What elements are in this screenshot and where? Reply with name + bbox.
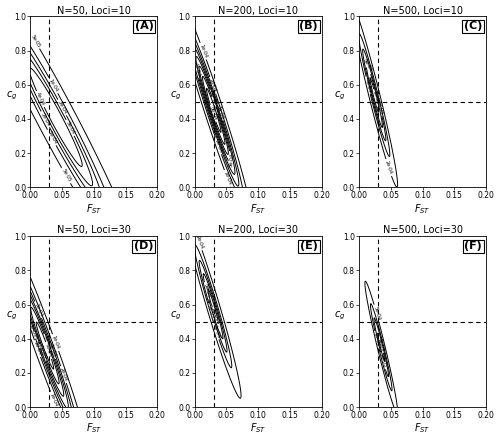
Text: 1e-03: 1e-03: [372, 90, 380, 105]
Text: (C): (C): [464, 22, 482, 31]
X-axis label: $F_{ST}$: $F_{ST}$: [86, 202, 102, 216]
Text: 1e-03: 1e-03: [373, 333, 381, 347]
Text: 1e-03: 1e-03: [210, 306, 219, 321]
Text: 2e-04: 2e-04: [32, 341, 42, 356]
Text: 6e-04: 6e-04: [376, 100, 384, 115]
Title: N=500, Loci=30: N=500, Loci=30: [382, 225, 462, 235]
Text: 6e-04: 6e-04: [208, 90, 218, 105]
Text: 5e-04: 5e-04: [38, 345, 48, 360]
Text: (A): (A): [134, 22, 154, 31]
Text: 1e-04: 1e-04: [46, 130, 58, 145]
Text: 1e-04: 1e-04: [48, 78, 59, 93]
Text: 6e-04: 6e-04: [207, 304, 216, 319]
Text: 2e-04: 2e-04: [59, 367, 68, 382]
Text: 2e-04: 2e-04: [214, 138, 223, 153]
X-axis label: $F_{ST}$: $F_{ST}$: [414, 202, 431, 216]
Text: 7e-04: 7e-04: [210, 98, 220, 113]
Text: 3e-04: 3e-04: [216, 105, 225, 120]
X-axis label: $F_{ST}$: $F_{ST}$: [414, 422, 431, 435]
Text: 2e-04: 2e-04: [56, 100, 68, 115]
Text: 2e-03: 2e-03: [378, 353, 387, 368]
Y-axis label: $c_g$: $c_g$: [334, 309, 345, 321]
Y-axis label: $c_g$: $c_g$: [170, 90, 181, 102]
X-axis label: $F_{ST}$: $F_{ST}$: [250, 422, 266, 435]
Text: (D): (D): [134, 241, 154, 251]
Text: 1e-04: 1e-04: [198, 44, 208, 59]
Text: 5e-05: 5e-05: [60, 168, 72, 183]
X-axis label: $F_{ST}$: $F_{ST}$: [86, 422, 102, 435]
Text: 6e-04: 6e-04: [42, 335, 52, 350]
Text: 3e-04: 3e-04: [33, 302, 43, 317]
Y-axis label: $c_g$: $c_g$: [170, 309, 181, 321]
Text: 8e-04: 8e-04: [202, 284, 210, 299]
Text: 3e-04: 3e-04: [28, 323, 38, 338]
Text: (F): (F): [464, 241, 482, 251]
Y-axis label: $c_g$: $c_g$: [6, 309, 17, 321]
Text: (B): (B): [299, 22, 318, 31]
Text: 4e-04: 4e-04: [48, 343, 57, 358]
Title: N=200, Loci=30: N=200, Loci=30: [218, 225, 298, 235]
Text: 4e-03: 4e-03: [377, 337, 386, 352]
Text: 2e-04: 2e-04: [194, 234, 203, 249]
Text: 4e-04: 4e-04: [192, 62, 200, 77]
X-axis label: $F_{ST}$: $F_{ST}$: [250, 202, 266, 216]
Text: 1e-04: 1e-04: [51, 335, 60, 350]
Text: 7e-04: 7e-04: [44, 343, 54, 358]
Text: 8e-04: 8e-04: [208, 106, 218, 121]
Text: 5e-04: 5e-04: [372, 306, 381, 321]
Y-axis label: $c_g$: $c_g$: [334, 90, 345, 102]
Text: 4e-04: 4e-04: [212, 323, 221, 338]
Text: 1e-04: 1e-04: [222, 171, 232, 186]
Text: 8e-04: 8e-04: [362, 58, 374, 73]
Text: (E): (E): [300, 241, 318, 251]
Title: N=50, Loci=10: N=50, Loci=10: [57, 6, 130, 15]
Title: N=50, Loci=30: N=50, Loci=30: [57, 225, 130, 235]
Text: 5e-04: 5e-04: [228, 153, 234, 167]
Text: 2e-04: 2e-04: [384, 160, 393, 175]
Text: 2e-04: 2e-04: [40, 112, 51, 127]
Text: 4e-04: 4e-04: [35, 92, 45, 107]
Y-axis label: $c_g$: $c_g$: [6, 90, 17, 102]
Text: 1e-04: 1e-04: [49, 392, 59, 407]
Text: 5e-05: 5e-05: [30, 34, 40, 48]
Text: 4e-04: 4e-04: [32, 333, 42, 348]
Title: N=200, Loci=10: N=200, Loci=10: [218, 6, 298, 15]
Text: 4e-04: 4e-04: [364, 78, 372, 93]
Title: N=500, Loci=10: N=500, Loci=10: [382, 6, 462, 15]
Text: 2e-04: 2e-04: [208, 78, 218, 93]
Text: 3e-04: 3e-04: [65, 120, 76, 135]
